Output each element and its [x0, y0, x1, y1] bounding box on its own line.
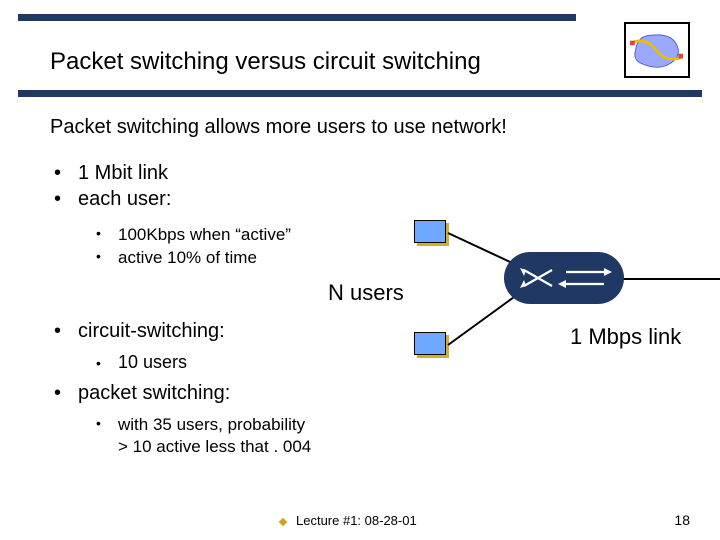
sub-bullets-user: •100Kbps when “active” •active 10% of ti…	[96, 224, 291, 270]
under-border	[18, 90, 702, 97]
n-users-label: N users	[328, 280, 404, 306]
slide-subtitle: Packet switching allows more users to us…	[50, 116, 507, 139]
top-border	[18, 14, 576, 21]
link-line	[620, 278, 720, 280]
circuit-heading: •circuit-switching:	[54, 320, 225, 343]
corner-network-icon	[624, 22, 690, 78]
bullet-text: each user:	[78, 186, 171, 212]
packet-heading: •packet switching:	[54, 382, 230, 405]
main-bullets: •1 Mbit link •each user:	[54, 160, 171, 212]
link-label: 1 Mbps link	[570, 324, 681, 350]
circuit-sub: •10 users	[96, 352, 187, 373]
router-icon	[504, 252, 624, 304]
sub-bullet-text: 100Kbps when “active”	[118, 224, 291, 247]
sub-bullet-text: active 10% of time	[118, 247, 257, 270]
user-node-icon	[414, 220, 452, 248]
user-node-icon	[414, 332, 452, 360]
footer-lecture: Lecture #1: 08-28-01	[280, 513, 417, 528]
packet-sub: • with 35 users, probability > 10 active…	[96, 414, 311, 458]
footer-page-number: 18	[674, 512, 690, 528]
bullet-text: 1 Mbit link	[78, 160, 168, 186]
slide-title: Packet switching versus circuit switchin…	[50, 48, 481, 76]
diamond-icon	[279, 517, 287, 525]
